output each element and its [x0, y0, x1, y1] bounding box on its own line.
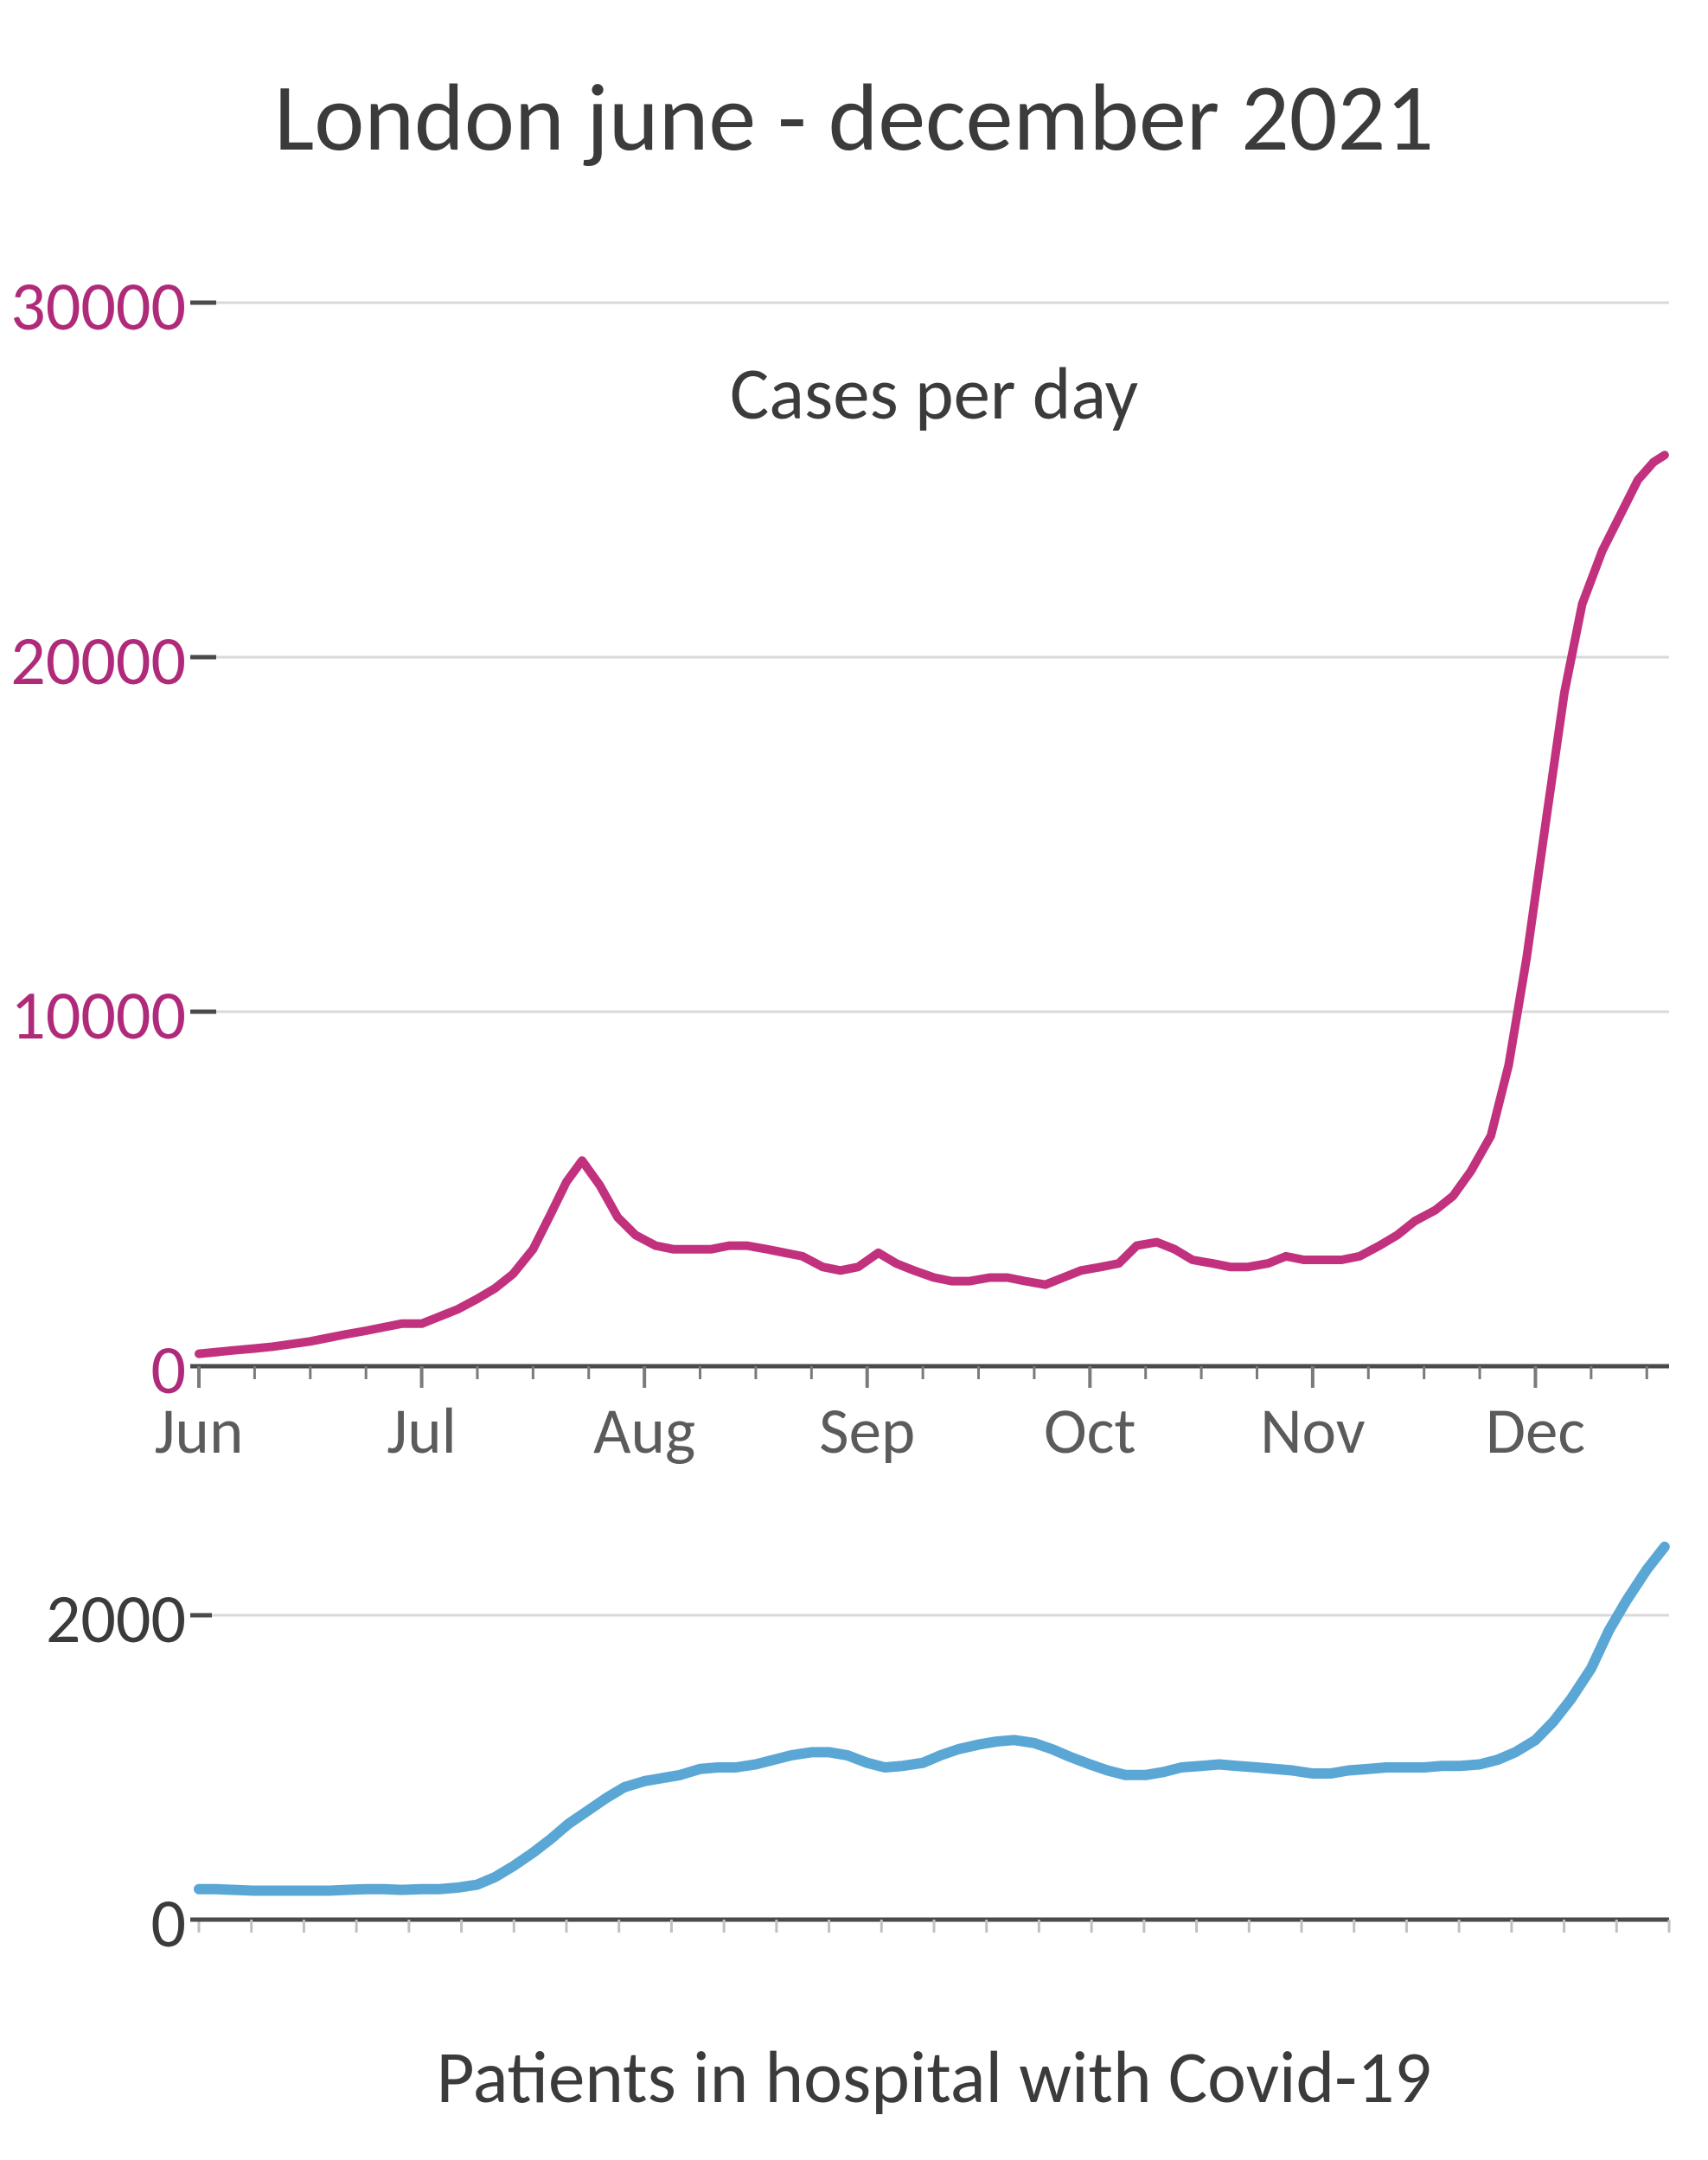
page-root: London june - december 2021 Cases per da…	[0, 0, 1708, 2160]
x-axis-tick-label: Jul	[353, 1392, 491, 1471]
x-axis-tick-label: Nov	[1244, 1392, 1382, 1471]
main-title: London june - december 2021	[0, 59, 1708, 176]
top-chart-ytick: 20000	[10, 619, 186, 703]
top-chart-ytick: 10000	[10, 974, 186, 1058]
x-axis-tick-label: Jun	[130, 1392, 268, 1471]
x-axis-tick-label: Oct	[1020, 1392, 1159, 1471]
bottom-chart	[199, 1539, 1708, 1971]
x-axis-tick-label: Sep	[798, 1392, 937, 1471]
bottom-chart-subtitle: Patients in hospital with Covid-19	[199, 2032, 1669, 2122]
top-chart	[199, 303, 1708, 1418]
x-axis-tick-label: Aug	[575, 1392, 713, 1471]
bottom-chart-ytick: 2000	[46, 1577, 186, 1661]
bottom-chart-ytick: 0	[150, 1882, 186, 1965]
top-chart-ytick: 30000	[10, 265, 186, 348]
x-axis-tick-label: Dec	[1466, 1392, 1604, 1471]
